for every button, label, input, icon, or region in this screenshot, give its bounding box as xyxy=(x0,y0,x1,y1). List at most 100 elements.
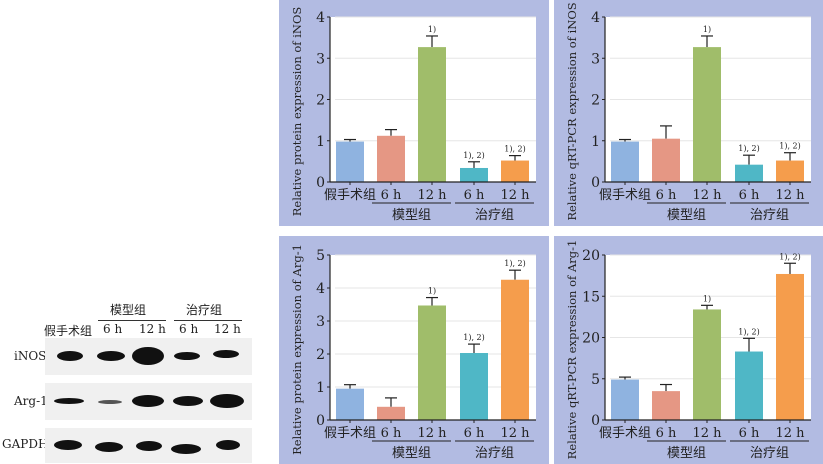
y-axis-label: Relative protein expression of iNOS xyxy=(290,7,304,217)
x-tick-label: 假手术组 xyxy=(324,426,376,441)
row-label: Arg-1 xyxy=(14,394,48,408)
y-tick-label: 4 xyxy=(316,281,325,297)
y-tick-label: 4 xyxy=(316,10,325,26)
bar xyxy=(501,160,529,182)
bar xyxy=(693,47,721,182)
bar xyxy=(652,391,680,420)
lane-label: 假手术组 xyxy=(44,324,93,338)
group-label: 模型组 xyxy=(667,446,706,461)
x-tick-label: 6 h xyxy=(381,426,402,441)
y-tick-label: 20 xyxy=(582,331,600,347)
group-underline xyxy=(174,320,242,321)
bar xyxy=(418,47,446,182)
y-tick-label: 0 xyxy=(316,175,325,191)
group-label: 治疗组 xyxy=(750,446,789,461)
x-tick-label: 6 h xyxy=(656,426,677,441)
x-tick-label: 假手术组 xyxy=(599,188,651,203)
lane-label: 12 h xyxy=(139,322,166,336)
row-label: iNOS xyxy=(14,349,47,363)
y-tick-label: 5 xyxy=(591,372,600,388)
x-tick-label: 6 h xyxy=(739,188,760,203)
blot-group-model: 模型组 xyxy=(110,303,147,317)
y-tick-label: 4 xyxy=(591,10,600,26)
x-tick-label: 12 h xyxy=(775,426,805,441)
group-label: 治疗组 xyxy=(750,208,789,223)
bar xyxy=(336,141,364,182)
bar xyxy=(693,309,721,420)
blot-group-treatment: 治疗组 xyxy=(186,303,223,317)
x-tick-label: 假手术组 xyxy=(324,188,376,203)
x-tick-label: 假手术组 xyxy=(599,426,651,441)
y-tick-label: 15 xyxy=(582,289,600,305)
chart-panel-qpcr-inos: 0 1 2 3 4 假手术组 6 h 1) 12 h 1), 2) 6 h 1), 2) 12 h 模型组… xyxy=(554,0,823,226)
x-tick-label: 6 h xyxy=(381,188,402,203)
y-tick-label: 20 xyxy=(582,248,600,264)
bar xyxy=(611,379,639,420)
bar xyxy=(377,406,405,420)
group-label: 模型组 xyxy=(392,446,431,461)
y-tick-label: 0 xyxy=(591,413,600,429)
y-tick-label: 2 xyxy=(591,93,600,109)
bar xyxy=(501,279,529,420)
bar xyxy=(776,273,804,420)
y-axis-label: Relative qRT-PCR expression of Arg-1 xyxy=(565,240,579,460)
significance-label: 1), 2) xyxy=(779,142,801,151)
x-tick-label: 12 h xyxy=(417,188,447,203)
lane-label: 12 h xyxy=(214,322,241,336)
significance-label: 1), 2) xyxy=(504,145,526,154)
lane-label: 6 h xyxy=(103,322,123,336)
chart-panel-protein-inos: 0 1 2 3 4 假手术组 6 h 1) 12 h 1), 2) 6 h 1), 2) 12 h 模型组… xyxy=(279,0,549,226)
x-tick-label: 12 h xyxy=(692,188,722,203)
significance-label: 1), 2) xyxy=(779,252,801,261)
x-tick-label: 6 h xyxy=(656,188,677,203)
chart-panel-protein-arg1: 0 1 2 3 4 5 假手术组 6 h 1) 12 h 1), 2) 6 h 1), 2) 12 h 模型… xyxy=(279,236,549,464)
x-tick-label: 12 h xyxy=(692,426,722,441)
significance-label: 1) xyxy=(428,287,436,296)
x-tick-label: 12 h xyxy=(417,426,447,441)
y-tick-label: 0 xyxy=(316,413,325,429)
y-tick-label: 0 xyxy=(591,175,600,191)
bar xyxy=(776,160,804,182)
lane-label: 6 h xyxy=(179,322,199,336)
significance-label: 1), 2) xyxy=(463,333,485,342)
significance-label: 1), 2) xyxy=(738,144,760,153)
blot-bands xyxy=(45,338,252,463)
y-tick-label: 5 xyxy=(316,248,325,264)
x-tick-label: 12 h xyxy=(500,426,530,441)
group-underline xyxy=(98,320,166,321)
significance-label: 1), 2) xyxy=(463,151,485,160)
bar xyxy=(377,135,405,182)
bar xyxy=(652,138,680,182)
row-label: GAPDH xyxy=(2,437,49,451)
y-tick-label: 1 xyxy=(591,134,600,150)
significance-label: 1) xyxy=(428,25,436,34)
group-label: 模型组 xyxy=(667,208,706,223)
bar xyxy=(735,351,763,420)
bar xyxy=(336,388,364,420)
group-label: 治疗组 xyxy=(475,446,514,461)
bar xyxy=(418,305,446,420)
group-label: 治疗组 xyxy=(475,208,514,223)
x-tick-label: 6 h xyxy=(464,188,485,203)
y-axis-label: Relative protein expression of Arg-1 xyxy=(290,244,304,455)
bar xyxy=(460,167,488,182)
group-label: 模型组 xyxy=(392,208,431,223)
y-tick-label: 2 xyxy=(316,93,325,109)
x-tick-label: 6 h xyxy=(739,426,760,441)
significance-label: 1) xyxy=(703,294,711,303)
y-axis-label: Relative qRT-PCR expression of iNOS xyxy=(565,2,579,220)
significance-label: 1), 2) xyxy=(504,259,526,268)
bar xyxy=(735,164,763,182)
bar xyxy=(460,353,488,420)
y-tick-label: 3 xyxy=(316,51,325,67)
bar xyxy=(611,141,639,182)
significance-label: 1) xyxy=(703,25,711,34)
y-tick-label: 1 xyxy=(316,134,325,150)
x-tick-label: 12 h xyxy=(775,188,805,203)
y-tick-label: 3 xyxy=(316,314,325,330)
x-tick-label: 12 h xyxy=(500,188,530,203)
significance-label: 1), 2) xyxy=(738,327,760,336)
chart-panel-qpcr-arg1: 0 5 20 15 20 假手术组 6 h 1) 12 h 1), 2) 6 h 1), 2) 12 h… xyxy=(554,236,823,464)
y-tick-label: 2 xyxy=(316,347,325,363)
y-tick-label: 1 xyxy=(316,380,325,396)
